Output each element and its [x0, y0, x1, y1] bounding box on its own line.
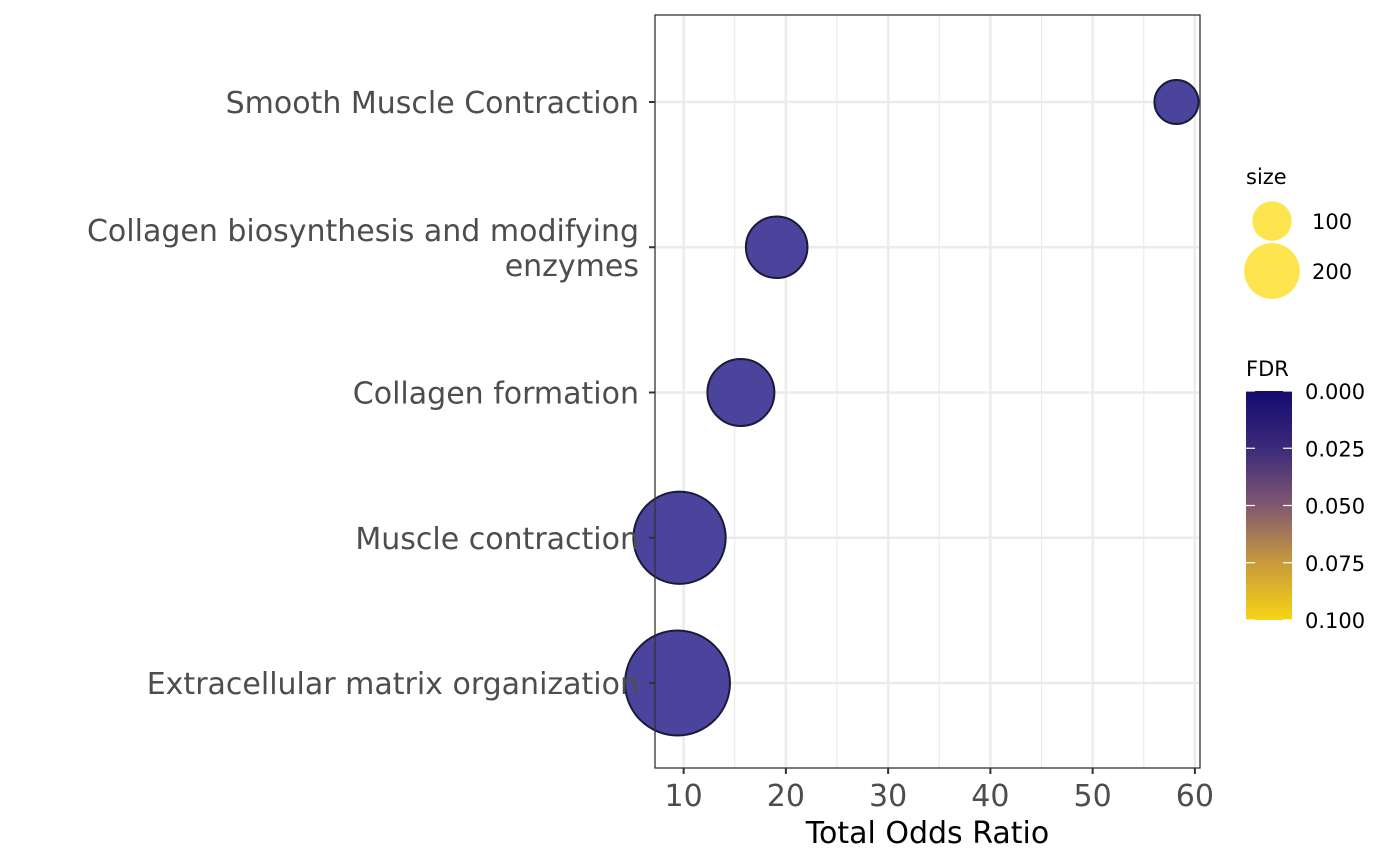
- size-legend-key: [1252, 201, 1292, 241]
- major-gridlines: [655, 15, 1200, 768]
- data-point: [706, 358, 776, 427]
- fdr-legend-title: FDR: [1246, 357, 1289, 381]
- x-tick-label: 60: [1176, 779, 1214, 814]
- fdr-legend-label: 0.025: [1305, 437, 1365, 461]
- fdr-legend-label: 0.050: [1305, 495, 1365, 519]
- x-tick-label: 10: [665, 779, 703, 814]
- color-legend: FDR 0.000 0.025 0.050 0.075 0.100: [1246, 357, 1365, 633]
- x-tick-label: 20: [767, 779, 805, 814]
- x-tick-label: 40: [971, 779, 1009, 814]
- y-tick-label: Extracellular matrix organization: [147, 667, 639, 702]
- data-point: [624, 629, 731, 737]
- size-legend-title: size: [1246, 165, 1287, 189]
- size-legend-label: 100: [1312, 210, 1352, 234]
- fdr-legend-label: 0.000: [1305, 380, 1365, 404]
- data-point: [1153, 78, 1200, 126]
- y-tick-label: Collagen biosynthesis and modifying: [87, 214, 639, 249]
- fdr-legend-label: 0.075: [1305, 552, 1365, 576]
- y-tick-label: enzymes: [505, 249, 639, 284]
- size-legend-label: 200: [1312, 260, 1352, 284]
- x-axis-title: Total Odds Ratio: [805, 816, 1050, 851]
- x-tick-label: 50: [1074, 779, 1112, 814]
- size-legend: size 100 200: [1244, 165, 1352, 299]
- data-point: [632, 490, 727, 585]
- x-tick-label: 30: [869, 779, 907, 814]
- size-legend-key: [1244, 243, 1300, 299]
- fdr-legend-label: 0.100: [1305, 609, 1365, 633]
- y-tick-label: Collagen formation: [353, 377, 639, 412]
- y-tick-label: Muscle contraction: [355, 522, 639, 557]
- data-points: [624, 78, 1200, 737]
- y-tick-label: Smooth Muscle Contraction: [226, 86, 639, 121]
- data-point: [744, 215, 809, 280]
- x-axis: 10 20 30 40 50 60: [665, 768, 1214, 814]
- y-axis: Smooth Muscle Contraction Collagen biosyn…: [87, 86, 655, 702]
